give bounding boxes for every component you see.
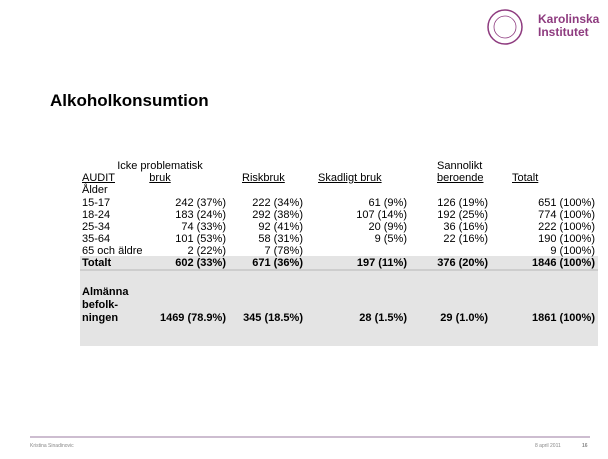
cell: 9 (100%)	[550, 245, 595, 257]
cell: 101 (53%)	[175, 233, 226, 245]
cell: 376 (20%)	[437, 257, 488, 269]
row-label: Totalt	[82, 257, 112, 269]
logo-seal-inner	[493, 15, 517, 39]
column-header: beroende	[437, 172, 484, 184]
row-label: 65 och äldre	[82, 245, 143, 257]
cell: 9 (5%)	[374, 233, 407, 245]
cell: 7 (78%)	[264, 245, 303, 257]
row-label: Almänna	[82, 286, 129, 298]
row-label: 35-64	[82, 233, 111, 245]
cell: 602 (33%)	[175, 257, 226, 269]
logo-text: Institutet	[538, 25, 589, 39]
cell: 651 (100%)	[538, 197, 595, 209]
cell: 20 (9%)	[368, 221, 407, 233]
cell: 222 (100%)	[538, 221, 595, 233]
cell: 242 (37%)	[175, 197, 226, 209]
logo-text: Karolinska	[538, 12, 600, 26]
row-label: 25-34	[82, 221, 111, 233]
row-label: 15-17	[82, 197, 111, 209]
cell: 92 (41%)	[258, 221, 303, 233]
cell: 74 (33%)	[181, 221, 226, 233]
row-label: Ålder	[82, 184, 108, 196]
column-header: AUDIT	[82, 172, 115, 184]
cell: 1846 (100%)	[532, 257, 595, 269]
cell: 671 (36%)	[252, 257, 303, 269]
cell: 107 (14%)	[356, 209, 407, 221]
cell: 183 (24%)	[175, 209, 226, 221]
cell: 222 (34%)	[252, 197, 303, 209]
cell: 29 (1.0%)	[440, 312, 488, 324]
logo-seal	[487, 9, 523, 45]
column-header: bruk	[149, 172, 171, 184]
column-header: Skadligt bruk	[318, 172, 382, 184]
row-label: 18-24	[82, 209, 111, 221]
cell: 197 (11%)	[356, 257, 407, 269]
column-header: Sannolikt	[437, 160, 483, 172]
cell: 61 (9%)	[368, 197, 407, 209]
cell: 1469 (78.9%)	[159, 312, 226, 324]
footer-date: 8 april 2011	[535, 443, 561, 449]
cell: 36 (16%)	[443, 221, 488, 233]
cell: 345 (18.5%)	[243, 312, 303, 324]
column-header: Totalt	[512, 172, 539, 184]
row-label: befolk-	[82, 299, 119, 311]
slide-title: Alkoholkonsumtion	[50, 91, 209, 110]
footer-author: Kristina Sinadinovic	[30, 443, 74, 449]
cell: 2 (22%)	[187, 245, 226, 257]
footer-page: 16	[582, 443, 588, 449]
cell: 58 (31%)	[258, 233, 303, 245]
cell: 28 (1.5%)	[359, 312, 407, 324]
cell: 190 (100%)	[538, 233, 595, 245]
cell: 1861 (100%)	[532, 312, 595, 324]
column-header: Riskbruk	[242, 172, 285, 184]
column-header: Icke problematisk	[117, 160, 203, 172]
shaded-area	[80, 256, 598, 346]
cell: 774 (100%)	[538, 209, 595, 221]
cell: 192 (25%)	[437, 209, 488, 221]
cell: 292 (38%)	[252, 209, 303, 221]
cell: 22 (16%)	[443, 233, 488, 245]
row-label: ningen	[82, 312, 119, 324]
cell: 126 (19%)	[437, 197, 488, 209]
